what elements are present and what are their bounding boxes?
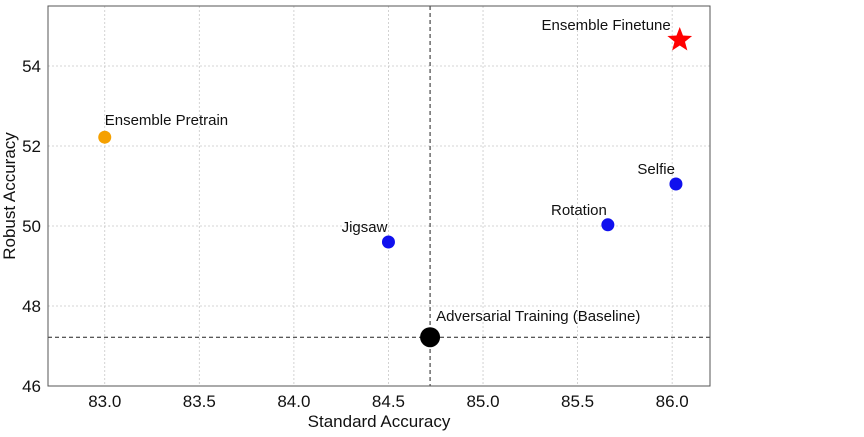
point-marker — [669, 177, 683, 191]
data-points — [98, 27, 693, 348]
x-axis-title: Standard Accuracy — [308, 412, 451, 431]
x-tick-label: 83.5 — [183, 392, 216, 411]
x-tick-label: 85.5 — [561, 392, 594, 411]
point-labels: Ensemble Finetune Ensemble Pretrain Selfie… — [105, 17, 675, 325]
y-axis-title: Robust Accuracy — [0, 132, 19, 260]
point-marker — [420, 327, 441, 348]
point-label: Adversarial Training (Baseline) — [436, 308, 640, 325]
y-tick-label: 46 — [22, 377, 41, 396]
point-star-marker — [667, 27, 693, 51]
x-tick-label: 83.0 — [88, 392, 121, 411]
x-tick-label: 84.0 — [277, 392, 310, 411]
point-label: Jigsaw — [342, 219, 388, 236]
point-marker — [98, 130, 112, 144]
point-label: Ensemble Finetune — [541, 17, 670, 34]
y-tick-label: 52 — [22, 137, 41, 156]
x-tick-label: 84.5 — [372, 392, 405, 411]
axis-ticks: 83.0 83.5 84.0 84.5 85.0 85.5 86.0 46 48 50 52 54 — [22, 57, 689, 411]
y-tick-label: 50 — [22, 217, 41, 236]
point-marker — [381, 235, 395, 249]
point-label: Selfie — [637, 161, 675, 178]
point-label: Rotation — [551, 202, 607, 219]
grid-layer — [48, 6, 710, 387]
x-tick-label: 85.0 — [466, 392, 499, 411]
y-tick-label: 48 — [22, 297, 41, 316]
y-tick-label: 54 — [22, 57, 41, 76]
point-marker — [601, 218, 615, 232]
point-label: Ensemble Pretrain — [105, 112, 228, 129]
x-tick-label: 86.0 — [656, 392, 689, 411]
reference-lines — [48, 6, 710, 386]
plot-frame — [47, 5, 711, 387]
